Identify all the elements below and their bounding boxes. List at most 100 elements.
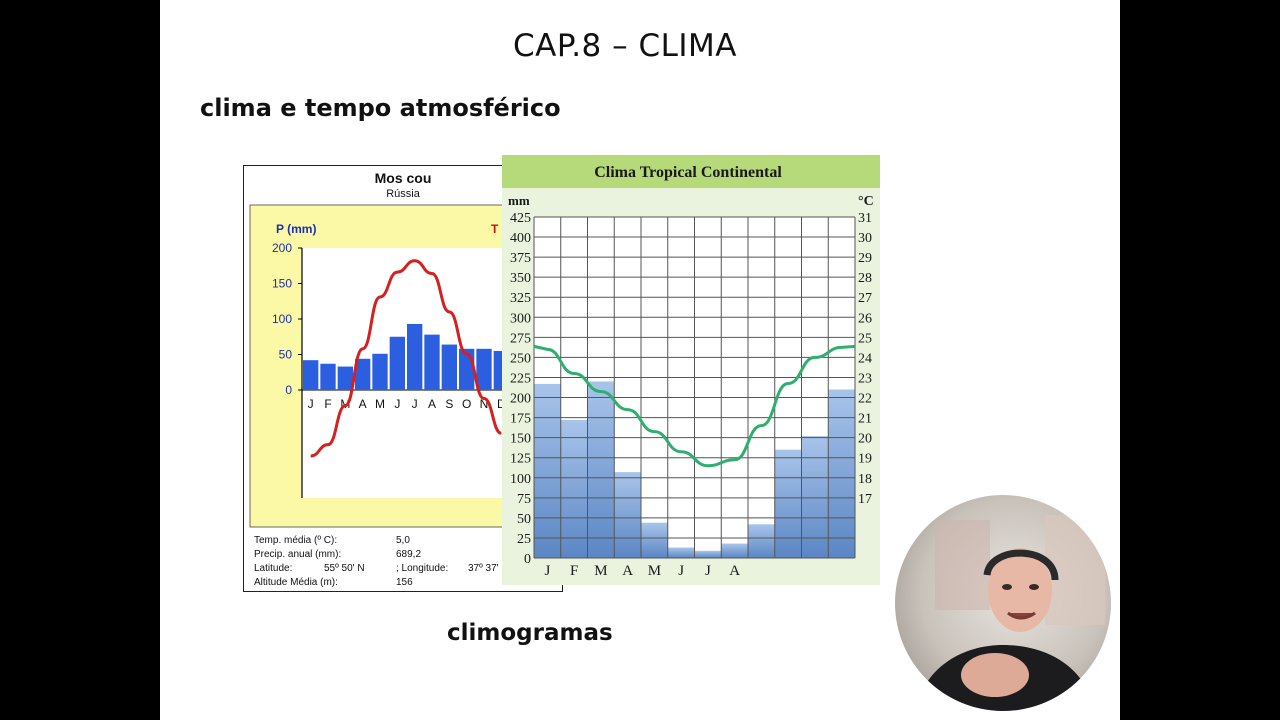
y-left-tick-label: 100 xyxy=(272,312,292,326)
y-left-tick-label: 175 xyxy=(510,412,531,427)
latitude-label: Latitude: xyxy=(254,563,293,574)
x-tick-label: J xyxy=(705,563,711,579)
precip-bar xyxy=(389,336,405,390)
y-left-tick-label: 75 xyxy=(517,492,531,507)
y-right-label: °C xyxy=(858,194,874,209)
y-left-tick-label: 200 xyxy=(272,241,292,255)
y-right-tick-label: 24 xyxy=(858,351,872,366)
y-left-tick-label: 50 xyxy=(517,512,531,527)
y-left-tick-label: 100 xyxy=(510,472,531,487)
precip-bar xyxy=(694,550,722,558)
precip-bar xyxy=(534,383,561,558)
y-left-label: P (mm) xyxy=(276,222,316,236)
y-left-tick-label: 50 xyxy=(279,348,293,362)
x-tick-label: M xyxy=(648,563,661,579)
x-tick-label: N xyxy=(480,397,489,411)
precip-bar xyxy=(721,543,748,558)
x-tick-label: O xyxy=(462,397,471,411)
y-left-tick-label: 200 xyxy=(510,392,531,407)
precip-bar xyxy=(372,353,388,390)
y-right-tick-label: 22 xyxy=(858,392,872,407)
precip-label: Precip. anual (mm): xyxy=(254,549,342,560)
y-right-tick-label: 17 xyxy=(858,492,872,507)
y-right-tick-label: 18 xyxy=(858,472,872,487)
chart-subtitle: Rússia xyxy=(386,188,421,200)
x-tick-label: A xyxy=(428,397,436,411)
y-left-tick-label: 400 xyxy=(510,231,531,246)
precip-bar xyxy=(774,449,802,558)
chart-title: Mos cou xyxy=(375,170,432,186)
x-tick-label: A xyxy=(359,397,367,411)
y-right-tick-label: 28 xyxy=(858,271,872,286)
precip-bar xyxy=(667,547,695,558)
x-tick-label: J xyxy=(394,397,400,411)
precip-bar xyxy=(407,323,423,390)
precip-bar xyxy=(560,419,588,558)
x-tick-label: A xyxy=(729,563,740,579)
y-left-tick-label: 0 xyxy=(285,383,292,397)
y-left-tick-label: 375 xyxy=(510,251,531,266)
precip-bar xyxy=(424,334,440,390)
precip-bar xyxy=(587,381,615,558)
y-left-tick-label: 325 xyxy=(510,291,531,306)
chart-header xyxy=(502,155,880,188)
chart-title: Clima Tropical Continental xyxy=(594,164,782,181)
y-right-tick-label: 26 xyxy=(858,311,872,326)
y-right-tick-label: 20 xyxy=(858,432,872,447)
y-left-tick-label: 250 xyxy=(510,351,531,366)
y-right-tick-label: 30 xyxy=(858,231,872,246)
x-tick-label: J xyxy=(412,397,418,411)
x-tick-label: M xyxy=(594,563,607,579)
x-tick-label: J xyxy=(308,397,314,411)
altitude-label: Altitude Média (m): xyxy=(254,577,338,588)
slide-caption: climogramas xyxy=(447,620,613,646)
y-right-tick-label: 19 xyxy=(858,452,872,467)
precip-bar xyxy=(641,522,668,558)
precip-value: 689,2 xyxy=(396,549,422,560)
x-tick-label: S xyxy=(445,397,453,411)
y-right-tick-label: 31 xyxy=(858,211,872,226)
tropical-climogram: Clima Tropical Continental mm °C 425 400 3… xyxy=(502,155,880,585)
precip-bar xyxy=(355,358,371,390)
y-left-tick-label: 0 xyxy=(524,552,531,567)
y-left-tick-label: 25 xyxy=(517,532,531,547)
precip-bar xyxy=(801,436,829,558)
x-tick-label: J xyxy=(678,563,684,579)
longitude-label: ; Longitude: xyxy=(396,563,449,574)
precip-bar xyxy=(320,363,336,390)
latitude-value: 55º 50' N xyxy=(324,563,365,574)
presenter-webcam xyxy=(895,495,1111,711)
y-left-tick-label: 350 xyxy=(510,271,531,286)
y-left-tick-label: 300 xyxy=(510,311,531,326)
y-right-tick-label: 29 xyxy=(858,251,872,266)
x-tick-label: J xyxy=(544,563,550,579)
y-right-tick-label: 27 xyxy=(858,291,872,306)
precip-bar xyxy=(337,366,353,390)
x-tick-label: F xyxy=(324,397,331,411)
temp-value: 5,0 xyxy=(396,535,410,546)
temperature-line xyxy=(533,344,856,468)
slide-subtitle: clima e tempo atmosférico xyxy=(200,94,561,122)
page-title: CAP.8 – CLIMA xyxy=(512,28,737,64)
precip-bar xyxy=(614,472,641,558)
altitude-value: 156 xyxy=(396,577,413,588)
precip-bar xyxy=(476,348,492,390)
x-tick-label: M xyxy=(340,397,350,411)
x-tick-label: F xyxy=(570,563,578,579)
y-left-tick-label: 150 xyxy=(510,432,531,447)
y-left-tick-label: 225 xyxy=(510,371,531,386)
x-tick-label: A xyxy=(622,563,633,579)
y-left-label: mm xyxy=(508,193,530,208)
precip-bar xyxy=(441,344,457,390)
presenter-video-frame xyxy=(915,515,1105,711)
y-right-tick-label: 21 xyxy=(858,412,872,427)
temperature-line xyxy=(310,259,503,458)
x-tick-label: M xyxy=(375,397,385,411)
y-left-tick-label: 275 xyxy=(510,331,531,346)
y-left-tick-label: 150 xyxy=(272,277,292,291)
y-left-tick-label: 425 xyxy=(510,211,531,226)
longitude-value: 37º 37' E xyxy=(468,563,509,574)
precip-bar xyxy=(748,524,775,558)
y-left-tick-label: 125 xyxy=(510,452,531,467)
x-tick-label: D xyxy=(497,397,506,411)
